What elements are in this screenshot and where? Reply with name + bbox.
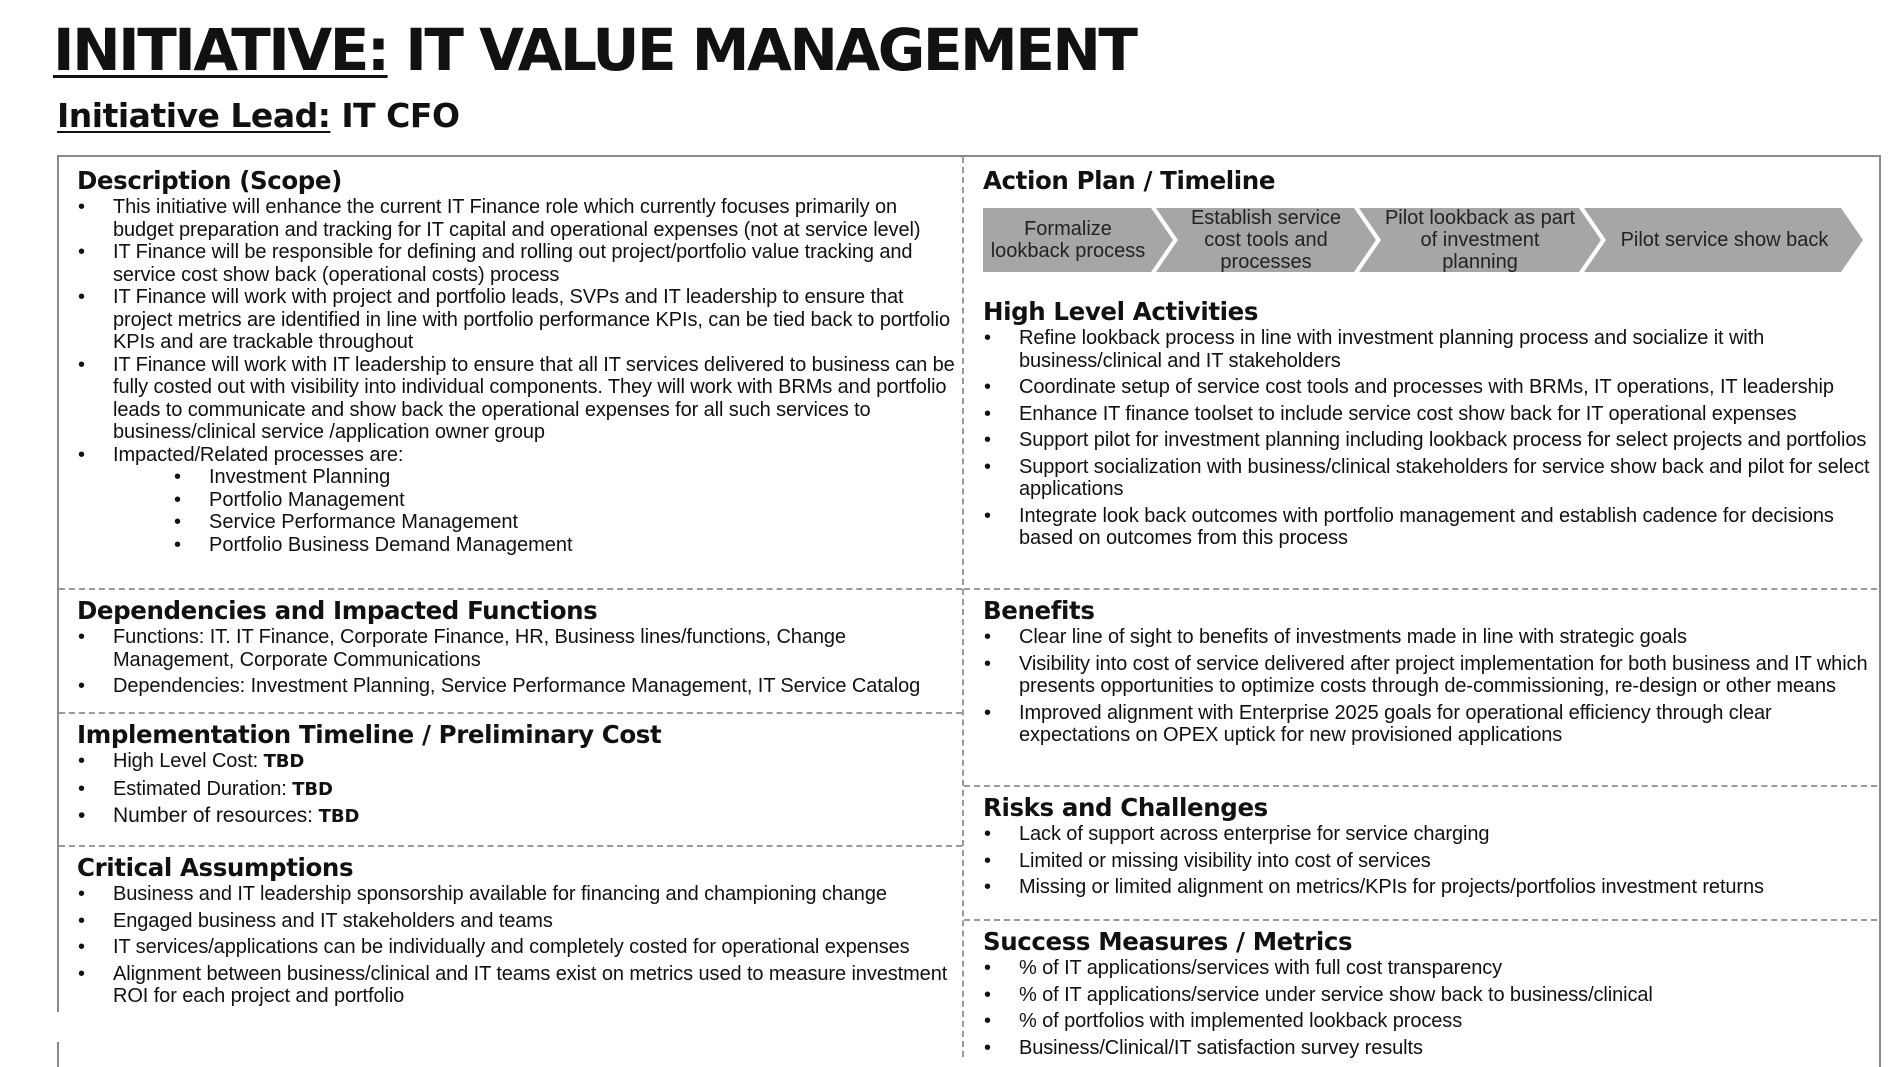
timeline-step-label: Establish service cost tools and process…	[1190, 207, 1342, 273]
column-divider	[962, 157, 964, 1057]
benefits-item: Clear line of sight to benefits of inves…	[983, 626, 1873, 649]
section-divider	[964, 785, 1877, 787]
description-section: Description (Scope) This initiative will…	[77, 166, 957, 556]
timeline-chevrons: Formalize lookback process Establish ser…	[983, 207, 1863, 273]
description-heading: Description (Scope)	[77, 166, 342, 195]
description-item: IT Finance will work with project and po…	[77, 286, 957, 354]
chevron-shape	[1156, 208, 1376, 272]
initiative-lead-label: Initiative Lead:	[57, 96, 331, 135]
success-item: % of portfolios with implemented lookbac…	[983, 1010, 1873, 1033]
action-plan-heading: Action Plan / Timeline	[983, 166, 1276, 195]
implementation-label: High Level Cost:	[113, 750, 264, 772]
initiative-lead-value: IT CFO	[341, 96, 460, 135]
risks-section: Risks and Challenges Lack of support acr…	[983, 793, 1873, 903]
chevron-shape	[1584, 208, 1863, 272]
risks-item: Limited or missing visibility into cost …	[983, 850, 1873, 873]
impacted-processes-list: Investment Planning Portfolio Management…	[77, 466, 957, 556]
implementation-item: Number of resources: TBD	[77, 804, 957, 829]
success-item: Business/Clinical/IT satisfaction survey…	[983, 1037, 1873, 1060]
implementation-label: Number of resources:	[113, 804, 319, 827]
activities-item: Enhance IT finance toolset to include se…	[983, 403, 1873, 426]
implementation-item: High Level Cost: TBD	[77, 750, 957, 774]
success-heading: Success Measures / Metrics	[983, 927, 1353, 956]
initiative-lead: Initiative Lead: IT CFO	[57, 96, 460, 136]
implementation-value: TBD	[318, 806, 360, 827]
chevron-shape	[983, 208, 1173, 272]
impacted-process-item: Service Performance Management	[173, 511, 957, 534]
description-item: IT Finance will be responsible for defin…	[77, 241, 957, 286]
page-title: INITIATIVE: IT VALUE MANAGEMENT	[53, 14, 1138, 86]
risks-heading: Risks and Challenges	[983, 793, 1268, 822]
activities-item: Refine lookback process in line with inv…	[983, 327, 1873, 372]
success-item: % of IT applications/services with full …	[983, 957, 1873, 980]
timeline-step: Pilot service show back	[1584, 208, 1863, 272]
timeline-step-label: Pilot service show back	[1620, 229, 1829, 251]
activities-list: Refine lookback process in line with inv…	[983, 327, 1873, 550]
benefits-item: Visibility into cost of service delivere…	[983, 653, 1873, 698]
section-divider	[59, 588, 962, 590]
impacted-process-item: Portfolio Management	[173, 489, 957, 512]
description-list: This initiative will enhance the current…	[77, 196, 957, 466]
activities-item: Coordinate setup of service cost tools a…	[983, 376, 1873, 399]
activities-section: High Level Activities Refine lookback pr…	[983, 297, 1873, 554]
implementation-value: TBD	[263, 751, 305, 772]
dependencies-heading: Dependencies and Impacted Functions	[77, 596, 598, 625]
risks-list: Lack of support across enterprise for se…	[983, 823, 1873, 899]
success-item: % of IT applications/service under servi…	[983, 984, 1873, 1007]
benefits-heading: Benefits	[983, 596, 1095, 625]
page-cutoff-mask	[50, 1012, 590, 1042]
success-list: % of IT applications/services with full …	[983, 957, 1873, 1059]
implementation-value: TBD	[292, 778, 333, 800]
implementation-list: High Level Cost: TBD Estimated Duration:…	[77, 750, 957, 829]
section-divider	[964, 588, 1877, 590]
timeline-step: Formalize lookback process	[983, 208, 1173, 272]
description-item: This initiative will enhance the current…	[77, 196, 957, 241]
title-text: IT VALUE MANAGEMENT	[405, 16, 1138, 84]
implementation-item: Estimated Duration: TBD	[77, 778, 957, 802]
activities-item: Support socialization with business/clin…	[983, 456, 1873, 501]
assumptions-item: Alignment between business/clinical and …	[77, 963, 957, 1008]
activities-item: Support pilot for investment planning in…	[983, 429, 1873, 452]
content-frame	[57, 155, 1881, 1067]
implementation-label: Estimated Duration:	[113, 777, 293, 800]
assumptions-list: Business and IT leadership sponsorship a…	[77, 883, 957, 1008]
assumptions-heading: Critical Assumptions	[77, 853, 354, 882]
activities-heading: High Level Activities	[983, 297, 1259, 326]
benefits-section: Benefits Clear line of sight to benefits…	[983, 596, 1873, 751]
section-divider	[59, 712, 962, 714]
dependencies-item: Functions: IT. IT Finance, Corporate Fin…	[77, 626, 957, 671]
implementation-section: Implementation Timeline / Preliminary Co…	[77, 720, 957, 833]
success-section: Success Measures / Metrics % of IT appli…	[983, 927, 1873, 1063]
impacted-process-item: Portfolio Business Demand Management	[173, 534, 957, 557]
timeline-step-label: Pilot lookback as part of investment pla…	[1384, 207, 1576, 273]
title-prefix: INITIATIVE:	[53, 16, 390, 84]
dependencies-item: Dependencies: Investment Planning, Servi…	[77, 675, 957, 698]
assumptions-item: IT services/applications can be individu…	[77, 936, 957, 959]
activities-item: Integrate look back outcomes with portfo…	[983, 505, 1873, 550]
benefits-item: Improved alignment with Enterprise 2025 …	[983, 702, 1873, 747]
implementation-heading: Implementation Timeline / Preliminary Co…	[77, 720, 662, 749]
risks-item: Lack of support across enterprise for se…	[983, 823, 1873, 846]
timeline-step: Establish service cost tools and process…	[1156, 207, 1376, 273]
description-item: Impacted/Related processes are:	[77, 444, 957, 467]
impacted-process-item: Investment Planning	[173, 466, 957, 489]
assumptions-item: Business and IT leadership sponsorship a…	[77, 883, 957, 906]
dependencies-section: Dependencies and Impacted Functions Func…	[77, 596, 957, 702]
action-plan-section: Action Plan / Timeline	[983, 166, 1873, 196]
timeline-step: Pilot lookback as part of investment pla…	[1359, 207, 1601, 273]
risks-item: Missing or limited alignment on metrics/…	[983, 876, 1873, 899]
assumptions-item: Engaged business and IT stakeholders and…	[77, 910, 957, 933]
assumptions-section: Critical Assumptions Business and IT lea…	[77, 853, 957, 1012]
benefits-list: Clear line of sight to benefits of inves…	[983, 626, 1873, 747]
timeline-step-label: Formalize lookback process	[990, 218, 1146, 262]
section-divider	[59, 845, 962, 847]
description-item: IT Finance will work with IT leadership …	[77, 354, 957, 444]
section-divider	[964, 919, 1877, 921]
dependencies-list: Functions: IT. IT Finance, Corporate Fin…	[77, 626, 957, 698]
chevron-shape	[1359, 208, 1601, 272]
